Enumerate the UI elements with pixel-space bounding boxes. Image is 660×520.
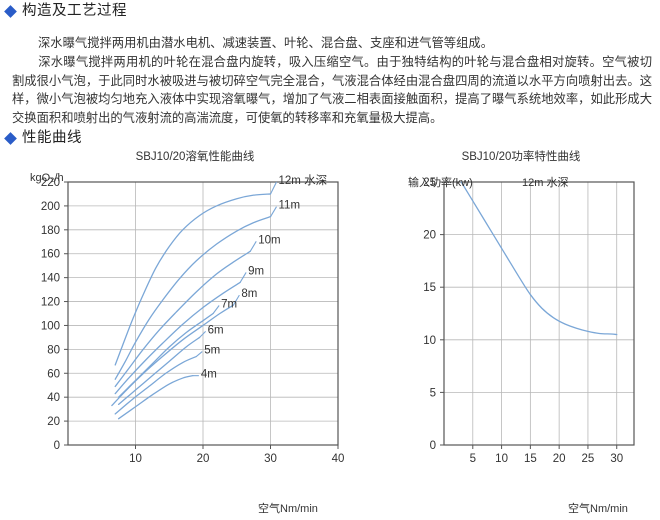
x-tick-label: 20 (553, 453, 566, 465)
data-curve (117, 312, 214, 398)
x-tick-label: 25 (582, 453, 595, 465)
y-tick-label: 220 (41, 177, 60, 189)
y-tick-label: 0 (54, 440, 60, 452)
series-label: 11m (279, 200, 301, 212)
paragraph-structure-intro: 深水曝气搅拌两用机由潜水电机、减速装置、叶轮、混合盘、支座和进气管等组成。 (12, 34, 652, 53)
series-label: 10m (258, 234, 280, 246)
x-tick-label: 30 (264, 453, 277, 465)
data-curve (114, 355, 197, 415)
diamond-icon (4, 4, 17, 18)
series-label: 8m (241, 288, 257, 300)
data-curve (117, 375, 194, 420)
y-tick-label: 160 (41, 249, 60, 261)
y-tick-label: 60 (47, 368, 60, 380)
series-label: 5m (204, 345, 220, 357)
plot-frame (443, 181, 635, 446)
y-tick-label: 20 (423, 230, 436, 242)
plot-area-power: 0 5 10 15 20 25 5 10 15 20 25 30 (423, 177, 635, 465)
paragraph-structure-detail: 深水曝气搅拌两用机的叶轮在混合盘内旋转，吸入压缩空气。由于独特结构的叶轮与混合盘… (12, 53, 652, 127)
y-tick-label: 200 (41, 201, 60, 213)
paragraph-text: 深水曝气搅拌两用机的叶轮在混合盘内旋转，吸入压缩空气。由于独特结构的叶轮与混合盘… (12, 55, 652, 125)
y-axis-label: kgO₂/h (30, 172, 64, 184)
y-tick-label: 25 (423, 177, 436, 189)
series-leader-line (239, 272, 247, 283)
y-tick-label: 180 (41, 225, 60, 237)
chart-title: SBJ10/20溶氧性能曲线 (135, 151, 255, 163)
x-tick-label: 10 (129, 453, 142, 465)
y-tick-label: 100 (41, 320, 60, 332)
x-axis-label: 空气Nm/min (258, 503, 318, 515)
series-label: 12m 水深 (279, 173, 328, 187)
series-leader-line (232, 294, 240, 306)
series-leader-line (270, 181, 277, 195)
x-tick-label: 30 (610, 453, 623, 465)
section-header-curves: 性能曲线 (0, 131, 82, 146)
x-tick-label: 15 (524, 453, 537, 465)
x-tick-label: 5 (470, 453, 476, 465)
y-tick-label: 20 (47, 416, 60, 428)
series-label: 9m (248, 265, 264, 277)
plot-area-oxygen: 0 20 40 60 80 100 120 140 160 180 200 220 10 20 30 40 12… (41, 173, 345, 465)
series-leader-line (270, 206, 277, 217)
section-header-structure: 构造及工艺过程 (0, 4, 127, 19)
chart-title: SBJ10/20功率特性曲线 (461, 151, 581, 163)
chart-oxygen-performance: SBJ10/20溶氧性能曲线 kgO₂/h 0 20 40 60 80 100 120 140… (0, 148, 360, 520)
x-axis-label: 空气Nm/min (568, 503, 628, 515)
data-curve (460, 181, 618, 336)
y-tick-label: 140 (41, 273, 60, 285)
series-leader-line (195, 351, 203, 357)
chart-annotation-depth: 12m 水深 (522, 177, 569, 189)
series-leader-line (249, 241, 257, 252)
data-curve (114, 281, 241, 395)
x-tick-label: 10 (495, 453, 508, 465)
y-tick-label: 40 (47, 392, 60, 404)
y-tick-label: 10 (423, 335, 436, 347)
x-tick-label: 40 (332, 453, 345, 465)
series-label: 7m (221, 299, 237, 311)
y-tick-label: 120 (41, 297, 60, 309)
x-tick-label: 20 (197, 453, 210, 465)
section-title-curves: 性能曲线 (22, 130, 82, 146)
chart-power-characteristic: SBJ10/20功率特性曲线 输入功率(kw) 12m 水深 0 5 10 15 20 2… (372, 148, 660, 520)
y-axis-label: 输入功率(kw) (408, 177, 473, 189)
data-curve (114, 193, 272, 366)
data-curve (117, 336, 201, 406)
series-leader-line (212, 305, 220, 314)
data-curve (114, 216, 272, 380)
section-title-structure: 构造及工艺过程 (22, 3, 127, 19)
y-tick-label: 15 (423, 282, 436, 294)
y-tick-label: 5 (430, 387, 436, 399)
series-label: 4m (201, 369, 217, 381)
series-leader-line (199, 331, 207, 338)
diamond-icon (4, 131, 17, 145)
series-label: 6m (208, 324, 224, 336)
paragraph-text: 深水曝气搅拌两用机由潜水电机、减速装置、叶轮、混合盘、支座和进气管等组成。 (38, 36, 493, 51)
y-tick-label: 0 (430, 440, 436, 452)
data-curve (114, 250, 251, 388)
y-tick-label: 80 (47, 344, 60, 356)
